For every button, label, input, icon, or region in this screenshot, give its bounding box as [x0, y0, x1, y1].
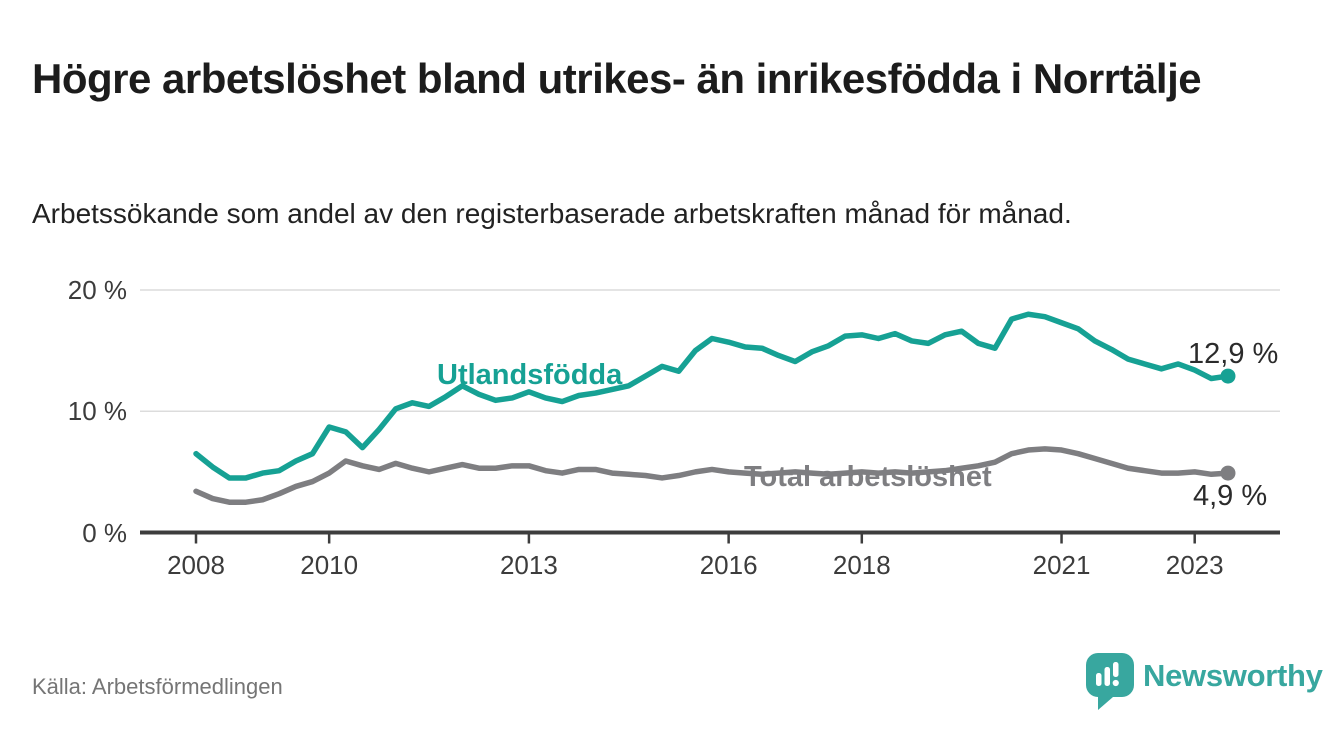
series-line-0 — [193, 311, 1231, 481]
x-axis-label-2018: 2018 — [832, 550, 891, 580]
series-endpoint-dot-1 — [1220, 465, 1236, 481]
source-text: Källa: Arbetsförmedlingen — [32, 674, 283, 699]
logo-bar-1 — [1096, 673, 1102, 686]
newsworthy-logo-text: Newsworthy — [1143, 658, 1323, 693]
series-endpoint-dot-0 — [1220, 368, 1236, 384]
chart-svg — [140, 289, 1280, 544]
chart-subtitle: Arbetssökande som andel av den registerb… — [32, 198, 1072, 229]
series-label-0: Utlandsfödda — [437, 359, 623, 391]
newsworthy-logo: Newsworthy — [1086, 653, 1323, 711]
x-axis-label-2010: 2010 — [300, 550, 359, 580]
chart-title: Högre arbetslöshet bland utrikes- än inr… — [32, 55, 1202, 103]
y-axis-label-1: 10 % — [67, 396, 127, 427]
x-axis-label-2008: 2008 — [167, 550, 225, 580]
series-label-1: Total arbetslöshet — [744, 461, 992, 493]
x-axis-label-2013: 2013 — [499, 550, 558, 580]
logo-bar-exclamation — [1113, 662, 1119, 677]
x-axis-label-2016: 2016 — [699, 550, 758, 580]
logo-exclamation-dot — [1112, 679, 1119, 687]
x-axis-label-2021: 2021 — [1032, 550, 1091, 580]
end-value-label-1: 4,9 % — [1193, 480, 1268, 512]
y-axis-label-2: 0 % — [82, 517, 127, 548]
x-axis-label-2023: 2023 — [1165, 550, 1224, 580]
newsworthy-logo-icon — [1086, 653, 1134, 710]
y-axis-label-0: 20 % — [67, 275, 127, 305]
end-value-label-0: 12,9 % — [1188, 338, 1279, 370]
logo-bar-2 — [1104, 667, 1110, 686]
series-line-1 — [193, 446, 1231, 505]
